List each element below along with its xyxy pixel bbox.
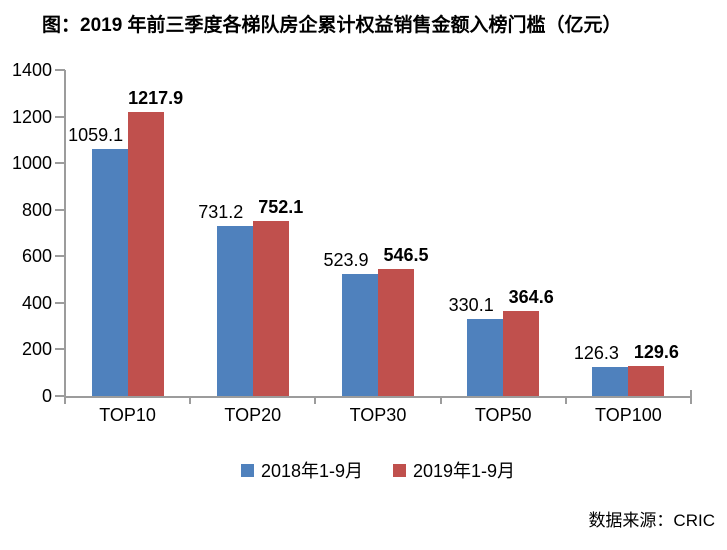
y-tick <box>55 162 65 165</box>
bar-series0-top50 <box>467 319 504 396</box>
y-tick-label: 600 <box>21 246 52 267</box>
y-tick-label: 400 <box>21 292 52 313</box>
source-note: 数据来源：CRIC <box>588 511 715 530</box>
category-label-top20: TOP20 <box>224 405 282 425</box>
y-tick-label: 800 <box>21 199 52 220</box>
category-label-top100: TOP100 <box>595 405 662 425</box>
y-tick-label: 1400 <box>11 60 52 80</box>
legend-swatch-2018 <box>240 463 254 477</box>
category-tick <box>314 396 317 404</box>
bar-value-label-series0-top10: 1059.1 <box>68 125 124 146</box>
bar-series0-top10 <box>91 149 128 396</box>
legend-item-2019: 2019年1-9月 <box>393 457 515 483</box>
bar-chart: 0 200 400 600 800 1000 1200 1400 TOP10 TOP20 TOP30… <box>11 60 692 425</box>
y-tick-label: 1000 <box>11 153 52 174</box>
bar-series1-top10 <box>127 112 164 396</box>
y-tick <box>55 115 65 118</box>
bar-series1-top30 <box>378 268 414 396</box>
bar-series0-top100 <box>592 366 629 396</box>
category-tick <box>189 396 192 404</box>
y-axis-line <box>64 70 66 398</box>
bar-value-label-series1-top20: 752.1 <box>258 196 304 217</box>
category-tick <box>439 396 442 404</box>
category-label-top10: TOP10 <box>99 405 156 425</box>
category-label-top50: TOP50 <box>474 405 532 425</box>
bar-value-label-series0-top20: 731.2 <box>198 201 244 222</box>
y-tick <box>55 301 65 304</box>
bar-value-label-series1-top10: 1217.9 <box>128 88 184 109</box>
y-tick <box>55 348 65 351</box>
category-label-top30: TOP30 <box>349 405 407 425</box>
y-tick <box>55 395 65 397</box>
bar-value-label-series0-top50: 330.1 <box>448 295 494 316</box>
y-tick-label: 0 <box>41 386 52 406</box>
bar-value-label-series1-top50: 364.6 <box>508 287 554 308</box>
y-tick <box>55 208 65 211</box>
y-tick-label: 200 <box>21 339 52 360</box>
bar-value-label-series1-top100: 129.6 <box>633 341 679 362</box>
bar-series1-top20 <box>252 220 289 396</box>
category-tick <box>64 396 66 404</box>
chart-title: 图：2019 年前三季度各梯队房企累计权益销售金额入榜门槛（亿元） <box>42 15 622 36</box>
bar-value-label-series0-top100: 126.3 <box>573 342 619 363</box>
legend-label-2019: 2019年1-9月 <box>413 461 516 481</box>
legend-label-2018: 2018年1-9月 <box>260 461 363 481</box>
bar-value-label-series0-top30: 523.9 <box>323 250 369 270</box>
y-tick <box>55 69 65 71</box>
bar-series1-top100 <box>628 365 665 396</box>
y-tick-label: 1200 <box>11 106 52 127</box>
legend-item-2018: 2018年1-9月 <box>240 457 363 483</box>
x-axis-line <box>64 396 692 398</box>
bar-value-label-series1-top30: 546.5 <box>383 244 429 265</box>
legend-swatch-2019 <box>393 463 406 477</box>
category-tick <box>690 396 692 404</box>
legend: 2018年1-9月 2019年1-9月 <box>65 457 691 483</box>
category-tick <box>564 396 567 404</box>
bar-series0-top30 <box>342 274 378 396</box>
x-axis-endcap <box>690 390 692 396</box>
y-tick <box>55 255 65 258</box>
bar-series1-top50 <box>503 311 540 396</box>
bar-series0-top20 <box>216 225 253 396</box>
